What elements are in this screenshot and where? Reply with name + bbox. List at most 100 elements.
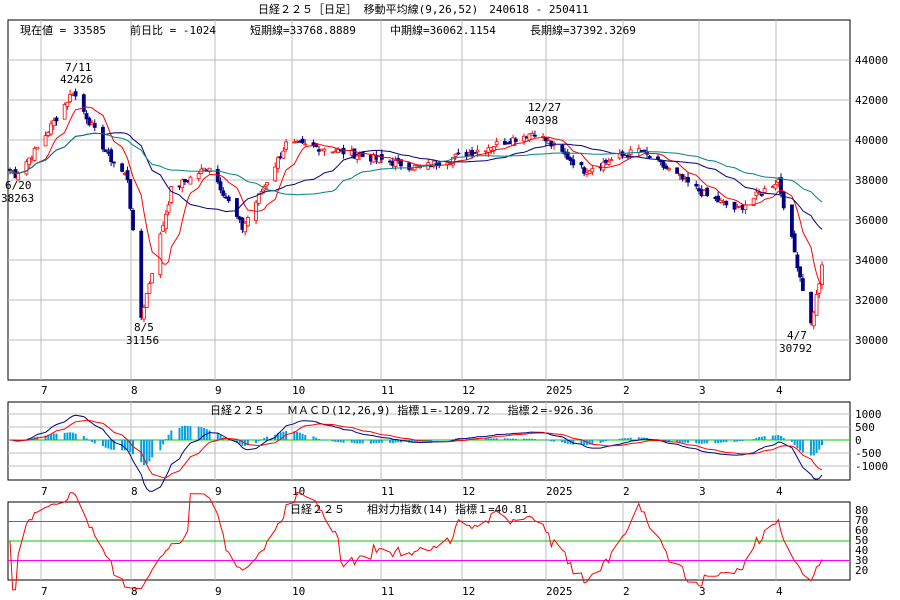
candle-body <box>256 193 261 204</box>
macd-hist-bar <box>140 440 143 463</box>
candle-body <box>773 183 778 189</box>
candle-body <box>142 307 146 320</box>
annotation-date: 6/20 <box>5 179 32 192</box>
long-ma-value: 長期線=37392.3269 <box>530 23 636 37</box>
macd-hist-bar <box>605 440 608 442</box>
macd-hist-bar <box>66 432 69 440</box>
macd-hist-bar <box>801 440 804 453</box>
macd-hist-bar <box>55 433 58 440</box>
macd-hist-bar <box>416 440 419 442</box>
macd-hist-bar <box>815 440 818 453</box>
macd-hist-bar <box>610 439 613 441</box>
candle-body <box>795 254 800 269</box>
candle-body <box>790 204 794 237</box>
macd-hist-bar <box>178 427 181 440</box>
macd-hist-bar <box>389 440 392 443</box>
month-label: 12 <box>462 585 475 598</box>
macd-hist-bar <box>378 440 381 443</box>
macd-hist-bar <box>449 439 452 441</box>
month-label: 8 <box>131 585 138 598</box>
macd-hist-bar <box>394 440 397 443</box>
macd-hist-bar <box>361 440 364 444</box>
candle-body <box>664 165 669 169</box>
month-label: 10 <box>292 485 305 498</box>
macd-hist-bar <box>101 440 104 447</box>
rsi-tick: 60 <box>855 524 868 537</box>
month-label: 2 <box>623 585 630 598</box>
macd-hist-bar <box>298 432 301 440</box>
candle-body <box>492 146 496 151</box>
month-label: 2025 <box>546 384 573 397</box>
macd-hist-bar <box>167 434 170 440</box>
candle-body <box>809 291 813 324</box>
macd-hist-bar <box>142 440 145 466</box>
candle-body <box>221 190 226 196</box>
macd-hist-bar <box>763 436 766 440</box>
macd-hist-bar <box>356 440 359 444</box>
macd-hist-bar <box>528 438 531 440</box>
candle-body <box>150 273 155 284</box>
month-label: 8 <box>131 485 138 498</box>
macd-hist-bar <box>580 440 583 445</box>
macd-hist-bar <box>301 433 304 440</box>
macd-hist-bar <box>468 438 471 440</box>
macd-hist-bar <box>304 435 307 440</box>
macd-hist-bar <box>640 437 643 440</box>
macd-hist-bar <box>544 440 547 441</box>
candle-body <box>757 192 762 195</box>
current-value: 現在値 = 33585 <box>20 24 106 37</box>
rsi-axis: 80 70 60 50 40 30 20 <box>855 504 868 577</box>
macd-hist-bar <box>260 439 263 440</box>
candle-body <box>475 149 480 153</box>
month-label: 9 <box>215 585 222 598</box>
macd-hist-bar <box>219 435 222 440</box>
month-label: 4 <box>776 485 783 498</box>
macd-hist-bar <box>350 440 353 443</box>
macd-hist-bar <box>810 440 813 456</box>
candle-body <box>792 233 797 253</box>
macd-hist-bar <box>181 426 184 440</box>
macd-hist-bar <box>793 440 796 446</box>
macd-hist-bar <box>550 440 553 442</box>
candle-body <box>245 217 250 227</box>
candle-body <box>393 160 398 167</box>
macd-hist-bar <box>487 438 490 440</box>
macd-hist-bar <box>200 427 203 440</box>
rsi-tick: 70 <box>855 514 868 527</box>
month-label: 3 <box>699 585 706 598</box>
candle-body <box>81 94 86 112</box>
macd-hist-bar <box>533 439 536 440</box>
macd-hist-bar <box>129 440 132 453</box>
macd-hist-bar <box>588 440 591 445</box>
candle-body <box>494 141 499 146</box>
candle-body <box>571 159 576 166</box>
mid-ma-value: 中期線=36062.1154 <box>390 23 496 37</box>
macd-hist-bar <box>339 440 342 443</box>
candle-body <box>601 161 606 171</box>
macd-hist-bar <box>235 440 238 443</box>
macd-hist-bar <box>741 440 744 441</box>
macd-hist-bar <box>818 440 821 450</box>
macd-hist-bar <box>391 440 394 444</box>
annotation-value: 30792 <box>779 342 812 355</box>
month-label: 11 <box>381 585 394 598</box>
macd-hist-bar <box>495 438 498 440</box>
candle-body <box>360 151 365 157</box>
month-label: 4 <box>776 585 783 598</box>
candle-body <box>355 155 360 160</box>
macd-hist-bar <box>282 431 285 440</box>
candle-body <box>762 188 767 193</box>
candle-body <box>180 179 185 189</box>
macd-hist-bar <box>353 440 356 444</box>
macd-hist-bar <box>285 431 288 440</box>
candle-body <box>694 183 699 187</box>
macd-hist-bar <box>755 437 758 440</box>
price-tick: 30000 <box>855 334 888 347</box>
annotation-date: 8/5 <box>134 321 154 334</box>
macd-hist-bar <box>159 440 162 451</box>
macd-hist-bar <box>566 440 569 444</box>
annotation-value: 31156 <box>126 334 159 347</box>
month-label: 10 <box>292 585 305 598</box>
rsi-tick: 40 <box>855 544 868 557</box>
candle-body <box>779 177 783 194</box>
